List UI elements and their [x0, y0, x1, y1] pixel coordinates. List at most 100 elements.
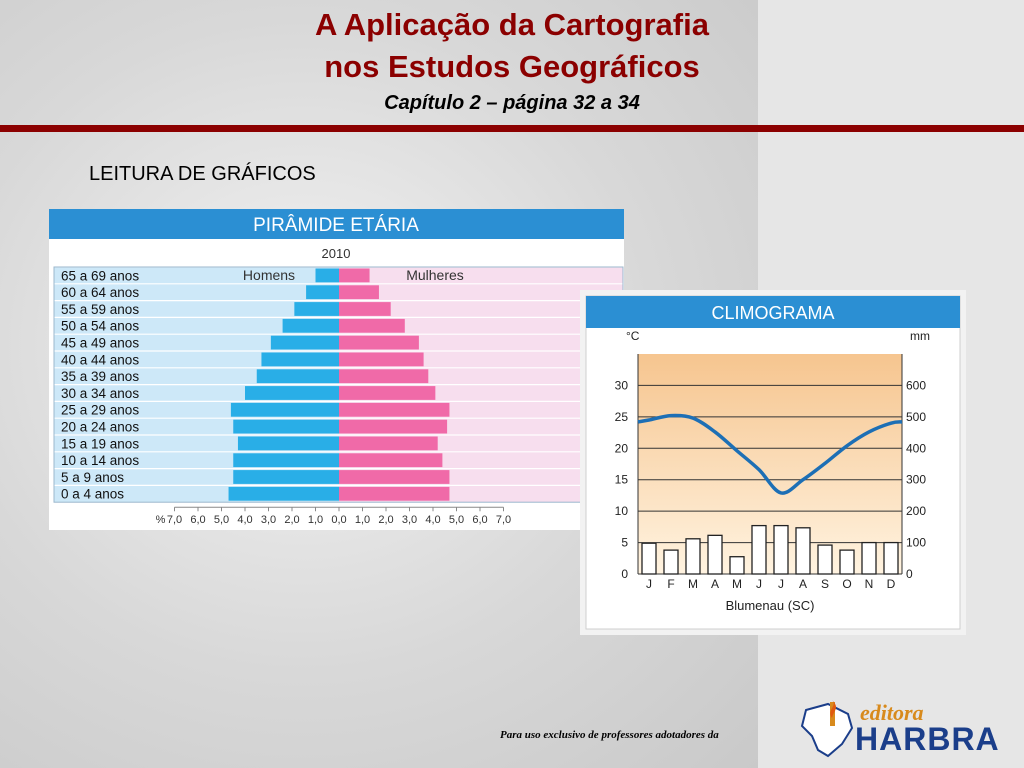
- bar-women: [339, 268, 370, 283]
- bar-women: [339, 352, 424, 367]
- temp-tick-label: 10: [615, 504, 629, 518]
- section-heading: LEITURA DE GRÁFICOS: [89, 163, 316, 185]
- pyramid-year: 2010: [322, 246, 351, 261]
- month-label: O: [842, 577, 851, 591]
- climograma-chart: CLIMOGRAMA 0 0 5 100 10 200 15 300 20 400 25 500 30 60…: [585, 295, 961, 630]
- pyramid-tick-label: 6,0: [472, 514, 487, 526]
- bar-men: [261, 352, 339, 367]
- bar-women: [339, 335, 419, 350]
- bar-women: [339, 302, 391, 316]
- rain-tick-label: 500: [906, 410, 926, 424]
- temp-tick-label: 5: [621, 536, 628, 550]
- month-label: A: [799, 577, 807, 591]
- footer-note: Para uso exclusivo de professores adotad…: [500, 729, 719, 741]
- month-label: J: [778, 577, 784, 591]
- pyramid-tick-label: 1,0: [355, 514, 370, 526]
- bar-men: [256, 369, 339, 384]
- age-group-label: 15 a 19 anos: [61, 436, 139, 451]
- pyramid-tick-label: 7,0: [167, 514, 182, 526]
- precip-bar: [641, 542, 657, 575]
- pyramid-tick-label: 2,0: [378, 514, 393, 526]
- pyramid-chart: PIRÂMIDE ETÁRIA 2010 65 a 69 anos 60 a 64 a…: [49, 209, 624, 526]
- bar-women: [339, 419, 448, 434]
- month-label: M: [732, 577, 742, 591]
- temp-tick-label: 20: [615, 441, 629, 455]
- temp-tick-label: 15: [615, 473, 629, 487]
- rain-unit-label: mm: [910, 329, 930, 343]
- pyramid-tick-label: 4,0: [237, 514, 252, 526]
- age-group-label: 50 a 54 anos: [61, 319, 139, 334]
- bar-men: [282, 318, 339, 333]
- bar-women: [339, 318, 405, 333]
- climograma-location: Blumenau (SC): [726, 598, 815, 613]
- bar-men: [233, 470, 339, 484]
- climograma-panel: CLIMOGRAMA 0 0 5 100 10 200 15 300 20 400 25 500 30 60…: [580, 290, 966, 635]
- age-group-label: 65 a 69 anos: [61, 268, 139, 283]
- precip-bar: [773, 524, 789, 575]
- climograma-header: [586, 296, 960, 328]
- pyramid-tick-label: 4,0: [425, 514, 440, 526]
- temp-tick-label: 0: [621, 567, 628, 581]
- temp-tick-label: 30: [615, 378, 629, 392]
- bar-women: [339, 470, 450, 484]
- age-group-label: 60 a 64 anos: [61, 285, 139, 300]
- logo-brand: HARBRA: [855, 721, 1000, 757]
- rain-tick-label: 400: [906, 441, 926, 455]
- precip-bar: [663, 549, 679, 575]
- pyramid-tick-label: 6,0: [190, 514, 205, 526]
- precip-bar: [795, 527, 811, 575]
- bar-men: [230, 402, 339, 417]
- pyramid-tick-label: 2,0: [284, 514, 299, 526]
- pyramid-tick-label: 3,0: [402, 514, 417, 526]
- precip-bar: [883, 541, 899, 575]
- precip-bar: [817, 544, 833, 575]
- pyramid-chart-panel: PIRÂMIDE ETÁRIA 2010 65 a 69 anos 60 a 64 a…: [49, 209, 624, 530]
- bar-women: [339, 386, 436, 400]
- age-group-label: 35 a 39 anos: [61, 369, 139, 384]
- precip-bar: [685, 538, 701, 575]
- pyramid-tick-label: 1,0: [308, 514, 323, 526]
- month-label: J: [756, 577, 762, 591]
- climograma-title: CLIMOGRAMA: [711, 303, 834, 323]
- brazil-map-logo-icon: [800, 700, 854, 758]
- age-group-label: 25 a 29 anos: [61, 403, 139, 418]
- pyramid-header: [49, 209, 624, 239]
- slide-title-line2: nos Estudos Geográficos: [324, 49, 700, 84]
- bar-women: [339, 486, 450, 501]
- month-label: S: [821, 577, 829, 591]
- bar-men: [306, 285, 339, 300]
- climograma-plot-area: [638, 354, 902, 574]
- title-divider: [0, 125, 1024, 132]
- bar-women: [339, 285, 379, 300]
- bar-women: [339, 436, 438, 451]
- age-group-label: 45 a 49 anos: [61, 336, 139, 351]
- precip-bar: [707, 534, 723, 575]
- age-group-label: 0 a 4 anos: [61, 487, 124, 502]
- month-label: F: [667, 577, 674, 591]
- precip-bar: [839, 549, 855, 575]
- bar-men: [294, 302, 339, 316]
- rain-tick-label: 200: [906, 504, 926, 518]
- pyramid-title: PIRÂMIDE ETÁRIA: [253, 214, 419, 236]
- legend-men: Homens: [243, 267, 295, 283]
- age-group-label: 20 a 24 anos: [61, 420, 139, 435]
- bar-men: [270, 335, 339, 350]
- slide-subtitle: Capítulo 2 – página 32 a 34: [384, 92, 640, 114]
- rain-tick-label: 0: [906, 567, 913, 581]
- month-label: J: [646, 577, 652, 591]
- month-label: D: [887, 577, 896, 591]
- bar-women: [339, 369, 429, 384]
- pyramid-tick-label: 5,0: [449, 514, 464, 526]
- age-group-label: 40 a 44 anos: [61, 352, 139, 367]
- precip-bar: [751, 524, 767, 575]
- pyramid-tick-label: 7,0: [496, 514, 511, 526]
- bar-men: [237, 436, 339, 451]
- bar-women: [339, 402, 450, 417]
- temp-unit-label: °C: [626, 329, 640, 343]
- age-group-label: 5 a 9 anos: [61, 470, 124, 485]
- rain-tick-label: 100: [906, 536, 926, 550]
- rain-tick-label: 300: [906, 473, 926, 487]
- month-label: N: [865, 577, 874, 591]
- bar-men: [228, 486, 339, 501]
- age-group-label: 55 a 59 anos: [61, 302, 139, 317]
